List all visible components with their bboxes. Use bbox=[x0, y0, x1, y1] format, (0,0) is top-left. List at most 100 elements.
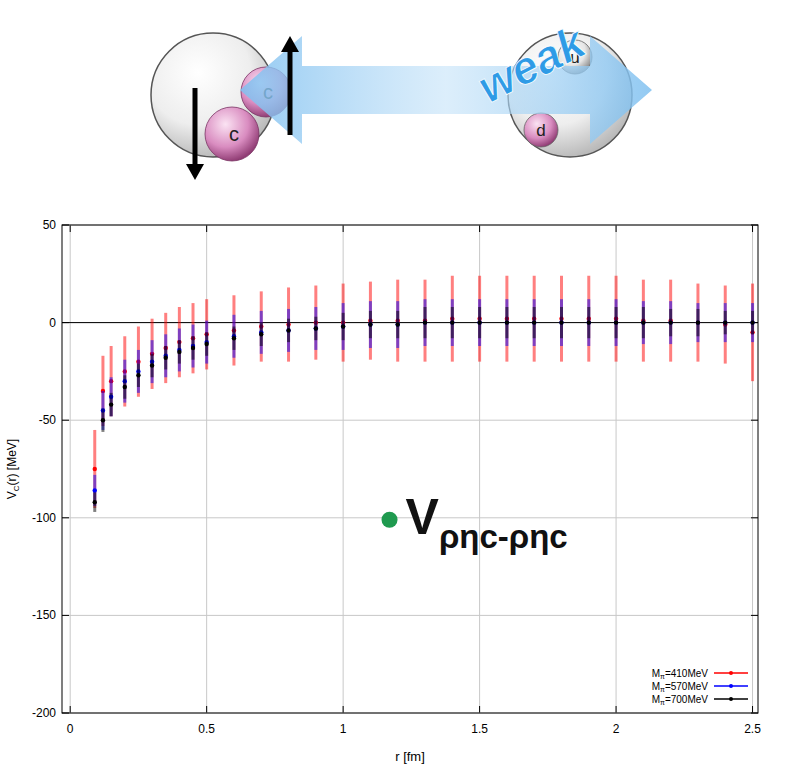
data-point bbox=[696, 320, 700, 324]
error-bar bbox=[369, 282, 372, 360]
error-bar bbox=[669, 280, 672, 362]
error-bar bbox=[505, 307, 508, 338]
data-point bbox=[123, 385, 127, 389]
error-bar bbox=[615, 299, 618, 346]
error-bar bbox=[505, 299, 508, 346]
legend-label: Mπ=570MeV bbox=[652, 681, 709, 694]
error-bar bbox=[587, 299, 590, 346]
tick-mark bbox=[752, 225, 753, 232]
data-point bbox=[641, 320, 645, 324]
error-bar bbox=[751, 303, 754, 342]
legend-label: Mπ=410MeV bbox=[652, 668, 709, 681]
error-bar bbox=[724, 286, 727, 364]
error-bar bbox=[642, 307, 645, 338]
data-point bbox=[150, 363, 154, 367]
tick-mark bbox=[343, 225, 344, 232]
quark-label: c bbox=[229, 123, 239, 145]
error-bar bbox=[110, 393, 113, 416]
legend-marker bbox=[729, 697, 733, 701]
error-bar bbox=[205, 332, 208, 355]
data-point bbox=[505, 320, 509, 324]
error-bar bbox=[260, 323, 263, 346]
error-bar bbox=[137, 327, 140, 397]
error-bar bbox=[192, 336, 195, 359]
error-bar bbox=[123, 336, 126, 406]
error-bar bbox=[287, 309, 290, 352]
subscript: ρηc-ρηc bbox=[439, 518, 568, 555]
error-bar bbox=[696, 303, 699, 342]
tick-mark bbox=[751, 615, 758, 616]
data-point bbox=[93, 500, 97, 504]
data-point bbox=[423, 320, 427, 324]
data-area bbox=[93, 276, 755, 512]
error-bar bbox=[478, 299, 481, 346]
data-point bbox=[477, 320, 481, 324]
tick-mark bbox=[62, 615, 69, 616]
error-bar bbox=[178, 340, 181, 363]
tick-label: 0 bbox=[67, 722, 74, 736]
data-point bbox=[587, 320, 591, 324]
tick-mark bbox=[616, 706, 617, 713]
error-bar bbox=[192, 303, 195, 373]
data-point bbox=[204, 342, 208, 346]
grid-line bbox=[343, 225, 344, 713]
interaction-arrow bbox=[240, 36, 652, 144]
tick-mark bbox=[70, 706, 71, 713]
error-bar bbox=[101, 408, 104, 431]
tick-label: 2.5 bbox=[744, 722, 761, 736]
data-point bbox=[109, 402, 113, 406]
spin-arrow-head bbox=[281, 36, 299, 52]
data-point bbox=[314, 326, 318, 330]
error-bar bbox=[751, 311, 754, 334]
data-point bbox=[450, 320, 454, 324]
error-bar bbox=[587, 307, 590, 338]
error-bar bbox=[342, 303, 345, 350]
error-bar bbox=[369, 301, 372, 348]
tick-label: 50 bbox=[43, 218, 57, 232]
error-bar bbox=[93, 475, 96, 506]
error-bar bbox=[110, 346, 113, 416]
error-bar bbox=[751, 284, 754, 382]
data-point bbox=[559, 320, 563, 324]
arrow-label: weak bbox=[469, 14, 595, 113]
tick-label: -100 bbox=[32, 511, 56, 525]
data-point bbox=[93, 488, 97, 492]
error-bar bbox=[205, 321, 208, 364]
axis-title: VC(r) [MeV] bbox=[5, 439, 21, 499]
error-bar bbox=[587, 276, 590, 362]
data-point bbox=[641, 320, 645, 324]
error-bar bbox=[314, 286, 317, 360]
series bbox=[93, 299, 755, 506]
axis-title: r [fm] bbox=[395, 749, 425, 764]
tick-mark bbox=[751, 420, 758, 421]
error-bar bbox=[642, 301, 645, 344]
error-bar bbox=[724, 311, 727, 334]
error-bar bbox=[424, 307, 427, 338]
tick-label: -200 bbox=[32, 706, 56, 720]
error-bar bbox=[151, 354, 154, 377]
error-bar bbox=[560, 307, 563, 338]
series bbox=[93, 276, 755, 508]
error-bar bbox=[451, 299, 454, 346]
error-bar bbox=[178, 307, 181, 377]
tick-label: -50 bbox=[39, 413, 57, 427]
tick-mark bbox=[752, 706, 753, 713]
data-point bbox=[396, 322, 400, 326]
data-point bbox=[164, 356, 168, 360]
tick-mark bbox=[206, 225, 207, 232]
data-point bbox=[136, 373, 140, 377]
error-bar bbox=[396, 311, 399, 338]
data-point bbox=[286, 328, 290, 332]
quark bbox=[205, 107, 259, 161]
error-bar bbox=[314, 317, 317, 340]
error-bar bbox=[724, 303, 727, 342]
spin-arrow bbox=[288, 50, 293, 135]
data-point bbox=[723, 320, 727, 324]
error-bar bbox=[451, 307, 454, 338]
annotation-dot bbox=[382, 512, 398, 528]
tick-label: 1 bbox=[340, 722, 347, 736]
text-part: =700MeV bbox=[665, 694, 708, 705]
quark bbox=[524, 113, 558, 147]
grid-line bbox=[70, 225, 71, 713]
tick-label: -150 bbox=[32, 608, 56, 622]
